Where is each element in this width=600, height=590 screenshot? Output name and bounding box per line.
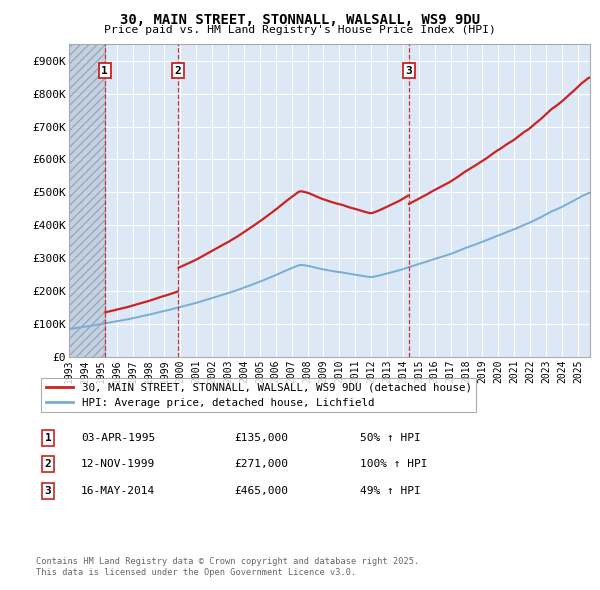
Legend: 30, MAIN STREET, STONNALL, WALSALL, WS9 9DU (detached house), HPI: Average price: 30, MAIN STREET, STONNALL, WALSALL, WS9 …: [41, 378, 476, 412]
Text: 2: 2: [175, 65, 182, 76]
Text: 1: 1: [44, 433, 52, 442]
Text: 50% ↑ HPI: 50% ↑ HPI: [360, 433, 421, 442]
Bar: [69, 44, 105, 357]
Text: 3: 3: [44, 486, 52, 496]
Text: 16-MAY-2014: 16-MAY-2014: [81, 486, 155, 496]
Text: Price paid vs. HM Land Registry's House Price Index (HPI): Price paid vs. HM Land Registry's House …: [104, 25, 496, 35]
Text: £271,000: £271,000: [234, 460, 288, 469]
Text: 3: 3: [406, 65, 412, 76]
Text: 2: 2: [44, 460, 52, 469]
Text: £465,000: £465,000: [234, 486, 288, 496]
Text: 49% ↑ HPI: 49% ↑ HPI: [360, 486, 421, 496]
Text: 12-NOV-1999: 12-NOV-1999: [81, 460, 155, 469]
Text: Contains HM Land Registry data © Crown copyright and database right 2025.: Contains HM Land Registry data © Crown c…: [36, 558, 419, 566]
Text: £135,000: £135,000: [234, 433, 288, 442]
Text: 1: 1: [101, 65, 108, 76]
Text: This data is licensed under the Open Government Licence v3.0.: This data is licensed under the Open Gov…: [36, 568, 356, 577]
Text: 30, MAIN STREET, STONNALL, WALSALL, WS9 9DU: 30, MAIN STREET, STONNALL, WALSALL, WS9 …: [120, 13, 480, 27]
Text: 03-APR-1995: 03-APR-1995: [81, 433, 155, 442]
Text: 100% ↑ HPI: 100% ↑ HPI: [360, 460, 427, 469]
